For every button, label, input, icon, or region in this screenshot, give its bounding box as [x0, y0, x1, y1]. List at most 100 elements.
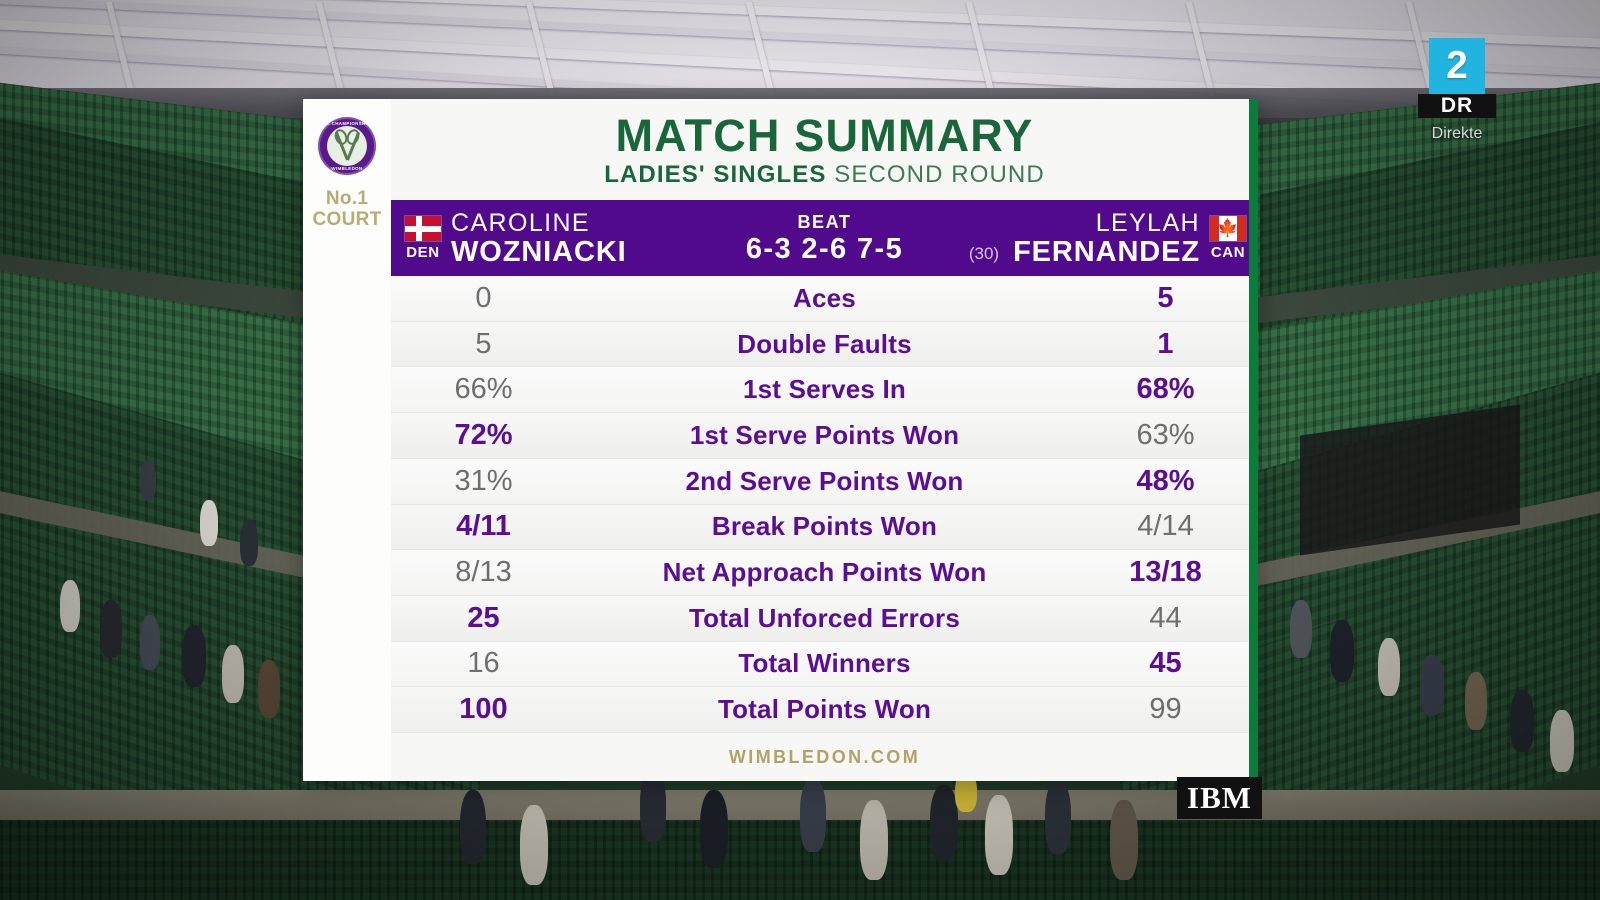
spectator: [1290, 600, 1312, 658]
stat-label: Total Points Won: [717, 694, 932, 725]
table-row: 100 Total Points Won 99: [391, 687, 1258, 734]
sponsor-logo-ibm: IBM: [1177, 777, 1262, 819]
spectator: [930, 785, 958, 861]
stat-value-left: 72%: [454, 418, 513, 451]
stat-label: Double Faults: [737, 328, 912, 359]
player-right-seed: (30): [968, 244, 1000, 263]
table-row: 16 Total Winners 45: [391, 641, 1258, 688]
table-row: 31% 2nd Serve Points Won 48%: [391, 458, 1258, 505]
stat-value-left: 8/13: [455, 556, 512, 589]
players-header-bar: DEN CAROLINE WOZNIACKI BEAT 6-3 2-6 7-5 …: [391, 200, 1258, 276]
stat-label: Break Points Won: [711, 511, 938, 542]
panel-left-rail: THE CHAMPIONSHIPS WIMBLEDON No.1 COURT: [303, 99, 391, 781]
stat-value-left: 31%: [454, 464, 513, 497]
crossed-rackets-icon: [327, 126, 367, 166]
stat-label: Total Winners: [738, 648, 911, 679]
spectator: [640, 770, 666, 842]
court-label: No.1 COURT: [312, 188, 381, 230]
stat-label: Aces: [793, 282, 856, 313]
event-name: LADIES' SINGLES: [604, 161, 827, 188]
player-right-last-name: FERNANDEZ: [1013, 236, 1200, 268]
spectator: [182, 625, 206, 687]
network-logo: DR: [1418, 94, 1496, 118]
spectator: [100, 600, 122, 658]
stats-table: 0 Aces 5 5 Double Faults 1 66% 1st Serves In 68%…: [391, 276, 1258, 734]
player-right-country: CAN: [1210, 243, 1246, 261]
spectator: [1510, 690, 1534, 752]
spectator: [1110, 800, 1138, 880]
stat-label: 2nd Serve Points Won: [685, 465, 964, 496]
table-row: 4/11 Break Points Won 4/14: [391, 504, 1258, 551]
live-status-label: Direkte: [1431, 125, 1483, 142]
spectator: [860, 800, 888, 880]
stat-value-left: 100: [459, 693, 508, 726]
player-left-country: DEN: [406, 243, 440, 261]
wimbledon-logo-icon: THE CHAMPIONSHIPS WIMBLEDON: [318, 117, 376, 175]
player-right: (30) LEYLAH FERNANDEZ 🍁 CAN: [826, 209, 1259, 267]
spectator: [140, 615, 160, 670]
stat-label: 1st Serves In: [742, 374, 907, 405]
player-left-last-name: WOZNIACKI: [451, 236, 627, 268]
spectator: [60, 580, 80, 632]
footer-url: WIMBLEDON.COM: [391, 733, 1258, 781]
stat-value-left: 66%: [454, 373, 513, 406]
table-row: 0 Aces 5: [391, 276, 1258, 322]
stat-value-right: 44: [1149, 601, 1182, 634]
stat-label: Total Unforced Errors: [689, 602, 960, 633]
channel-number: 2: [1429, 38, 1485, 94]
spectator: [1330, 620, 1354, 682]
table-row: 66% 1st Serves In 68%: [391, 367, 1258, 414]
denmark-flag-icon: DEN: [405, 215, 441, 261]
spectator: [800, 778, 826, 852]
spectator: [955, 772, 977, 812]
spectator: [985, 795, 1013, 875]
stat-value-left: 4/11: [456, 510, 511, 543]
stat-value-left: 16: [467, 647, 500, 680]
panel-body: MATCH SUMMARY LADIES' SINGLES SECOND ROU…: [391, 99, 1258, 781]
spectator: [140, 460, 156, 500]
spectator: [200, 500, 218, 546]
spectator: [1378, 638, 1400, 696]
stat-value-right: 1: [1157, 327, 1174, 360]
round-name: SECOND ROUND: [834, 161, 1045, 188]
spectator: [240, 520, 258, 566]
spectator: [1045, 780, 1071, 854]
stat-value-right: 13/18: [1129, 556, 1202, 589]
page-title: MATCH SUMMARY: [615, 110, 1034, 161]
stat-value-right: 5: [1157, 281, 1174, 314]
match-summary-panel: THE CHAMPIONSHIPS WIMBLEDON No.1 COURT M…: [303, 99, 1258, 781]
stat-value-right: 99: [1149, 693, 1182, 726]
spectator: [258, 660, 280, 718]
table-row: 8/13 Net Approach Points Won 13/18: [391, 550, 1258, 596]
stat-value-right: 68%: [1136, 373, 1195, 406]
player-left: DEN CAROLINE WOZNIACKI: [391, 209, 826, 267]
stat-value-left: 5: [475, 327, 492, 360]
logo-top-text: THE CHAMPIONSHIPS: [320, 121, 374, 126]
spectator: [222, 645, 244, 703]
stat-value-right: 45: [1149, 647, 1182, 680]
spectator: [1550, 710, 1574, 772]
subtitle: LADIES' SINGLES SECOND ROUND: [391, 160, 1258, 190]
spectator: [460, 790, 486, 864]
spectator: [1465, 672, 1487, 730]
canada-flag-icon: 🍁 CAN: [1210, 215, 1246, 261]
stat-value-left: 0: [475, 281, 492, 314]
stat-value-right: 63%: [1136, 418, 1195, 451]
table-row: 25 Total Unforced Errors 44: [391, 595, 1258, 642]
spectator: [520, 805, 548, 885]
stat-label: Net Approach Points Won: [662, 557, 987, 588]
spectator: [700, 790, 728, 868]
player-right-name: LEYLAH FERNANDEZ: [1013, 209, 1200, 267]
player-right-first-name: LEYLAH: [1095, 209, 1200, 237]
logo-bottom-text: WIMBLEDON: [331, 166, 363, 171]
spectator: [1420, 655, 1444, 715]
player-left-name: CAROLINE WOZNIACKI: [451, 209, 627, 267]
table-row: 5 Double Faults 1: [391, 321, 1258, 368]
table-row: 72% 1st Serve Points Won 63%: [391, 413, 1258, 459]
court-line-2: COURT: [312, 209, 382, 230]
player-left-first-name: CAROLINE: [451, 209, 591, 237]
stat-value-right: 48%: [1136, 464, 1195, 497]
broadcaster-bug: 2 DR Direkte: [1402, 38, 1512, 143]
court-line-1: No.1: [325, 188, 369, 209]
stat-value-right: 4/14: [1137, 510, 1194, 543]
